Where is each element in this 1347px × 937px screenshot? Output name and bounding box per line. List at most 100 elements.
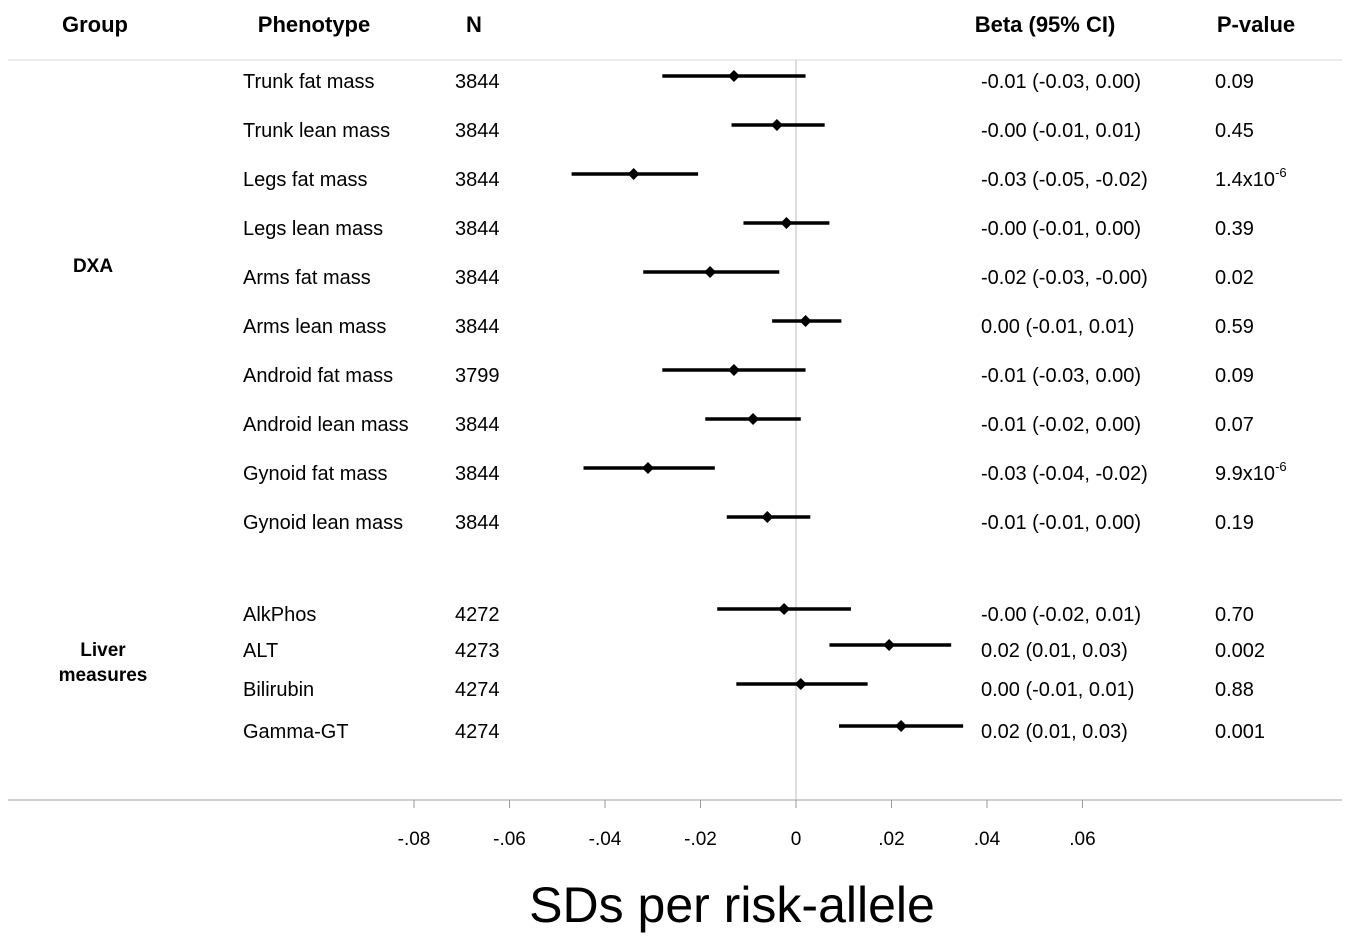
phenotype-label: Android lean mass — [243, 414, 409, 436]
p-value: 0.19 — [1215, 512, 1254, 534]
forest-rows: Trunk fat mass 3844 -0.01 (-0.03, 0.00) 0.0… — [243, 70, 1287, 743]
forest-row: Trunk lean mass 3844 -0.00 (-0.01, 0.01) 0.… — [243, 119, 1254, 142]
forest-row: Legs fat mass 3844 -0.03 (-0.05, -0.02) 1.4… — [243, 165, 1287, 191]
p-value: 0.001 — [1215, 721, 1265, 743]
beta-ci-text: -0.00 (-0.01, 0.00) — [981, 218, 1141, 240]
forest-row: Android fat mass 3799 -0.01 (-0.03, 0.00) 0… — [243, 364, 1254, 387]
beta-ci-text: 0.00 (-0.01, 0.01) — [981, 316, 1134, 338]
forest-row: Gamma-GT 4274 0.02 (0.01, 0.03) 0.001 — [243, 720, 1265, 743]
phenotype-label: Gynoid fat mass — [243, 463, 388, 485]
n-value: 3844 — [455, 120, 500, 142]
x-tick-label: -.06 — [493, 829, 526, 850]
p-value: 0.45 — [1215, 120, 1254, 142]
beta-ci-text: -0.01 (-0.01, 0.00) — [981, 512, 1141, 534]
point-estimate-marker — [895, 720, 908, 732]
phenotype-label: Trunk fat mass — [243, 71, 375, 93]
phenotype-label: ALT — [243, 640, 278, 662]
point-estimate-marker — [704, 266, 717, 278]
p-value-exponent: -6 — [1275, 165, 1287, 180]
n-value: 4273 — [455, 640, 500, 662]
phenotype-label: Android fat mass — [243, 365, 393, 387]
beta-ci-text: -0.01 (-0.02, 0.00) — [981, 414, 1141, 436]
point-estimate-marker — [747, 413, 760, 425]
beta-ci-text: -0.02 (-0.03, -0.00) — [981, 267, 1148, 289]
forest-row: Trunk fat mass 3844 -0.01 (-0.03, 0.00) 0.0… — [243, 70, 1254, 93]
forest-row: Android lean mass 3844 -0.01 (-0.02, 0.00)… — [243, 413, 1254, 436]
beta-ci-text: 0.02 (0.01, 0.03) — [981, 721, 1128, 743]
point-estimate-marker — [794, 678, 807, 690]
point-estimate-marker — [761, 511, 774, 523]
p-value: 1.4x10-6 — [1215, 165, 1287, 191]
p-value: 0.002 — [1215, 640, 1265, 662]
beta-ci-text: -0.01 (-0.03, 0.00) — [981, 71, 1141, 93]
point-estimate-marker — [627, 168, 640, 180]
point-estimate-marker — [641, 462, 654, 474]
p-value: 0.59 — [1215, 316, 1254, 338]
x-tick-label: .02 — [878, 829, 904, 850]
n-value: 3799 — [455, 365, 500, 387]
n-value: 3844 — [455, 414, 500, 436]
n-value: 4274 — [455, 721, 500, 743]
point-estimate-marker — [778, 603, 791, 615]
group-label: DXA — [73, 256, 113, 277]
p-value-exponent: -6 — [1275, 459, 1287, 474]
forest-row: Arms fat mass 3844 -0.02 (-0.03, -0.00) 0.0… — [243, 266, 1254, 289]
point-estimate-marker — [727, 364, 740, 376]
beta-ci-text: -0.03 (-0.05, -0.02) — [981, 169, 1148, 191]
phenotype-label: Arms lean mass — [243, 316, 386, 338]
p-value: 0.88 — [1215, 679, 1254, 701]
point-estimate-marker — [770, 119, 783, 131]
x-tick-label: .06 — [1069, 829, 1095, 850]
p-value: 0.09 — [1215, 365, 1254, 387]
n-value: 3844 — [455, 463, 500, 485]
point-estimate-marker — [799, 315, 812, 327]
group-labels: DXA Liver measures — [59, 256, 148, 686]
beta-ci-text: 0.00 (-0.01, 0.01) — [981, 679, 1134, 701]
phenotype-label: Trunk lean mass — [243, 120, 390, 142]
p-value: 0.02 — [1215, 267, 1254, 289]
point-estimate-marker — [780, 217, 793, 229]
group-label: measures — [59, 665, 148, 686]
x-tick-label: -.08 — [398, 829, 431, 850]
n-value: 3844 — [455, 71, 500, 93]
x-tick-label: -.02 — [684, 829, 717, 850]
phenotype-label: Legs fat mass — [243, 169, 368, 191]
header-group: Group — [62, 12, 128, 37]
group-label: Liver — [80, 640, 126, 661]
x-tick-label: .04 — [974, 829, 1001, 850]
header-n: N — [466, 12, 482, 37]
beta-ci-text: -0.00 (-0.01, 0.01) — [981, 120, 1141, 142]
p-value: 9.9x10-6 — [1215, 459, 1287, 485]
p-value: 0.70 — [1215, 604, 1254, 626]
phenotype-label: Gynoid lean mass — [243, 512, 403, 534]
beta-ci-text: -0.03 (-0.04, -0.02) — [981, 463, 1148, 485]
x-axis-ticks: -.08 -.06 -.04 -.02 0 .02 .04 .06 — [398, 800, 1096, 850]
header-pvalue: P-value — [1217, 12, 1295, 37]
beta-ci-text: -0.01 (-0.03, 0.00) — [981, 365, 1141, 387]
phenotype-label: AlkPhos — [243, 604, 316, 626]
n-value: 3844 — [455, 218, 500, 240]
n-value: 3844 — [455, 267, 500, 289]
x-tick-label: 0 — [791, 829, 802, 850]
p-value: 0.39 — [1215, 218, 1254, 240]
forest-row: Bilirubin 4274 0.00 (-0.01, 0.01) 0.88 — [243, 678, 1254, 701]
forest-row: AlkPhos 4272 -0.00 (-0.02, 0.01) 0.70 — [243, 603, 1254, 626]
header-phenotype: Phenotype — [258, 12, 370, 37]
n-value: 4274 — [455, 679, 500, 701]
phenotype-label: Legs lean mass — [243, 218, 383, 240]
n-value: 3844 — [455, 316, 500, 338]
p-value: 0.07 — [1215, 414, 1254, 436]
phenotype-label: Arms fat mass — [243, 267, 371, 289]
point-estimate-marker — [727, 70, 740, 82]
phenotype-label: Bilirubin — [243, 679, 314, 701]
n-value: 3844 — [455, 169, 500, 191]
beta-ci-text: 0.02 (0.01, 0.03) — [981, 640, 1128, 662]
p-value: 0.09 — [1215, 71, 1254, 93]
x-tick-label: -.04 — [589, 829, 622, 850]
n-value: 4272 — [455, 604, 500, 626]
forest-row: Arms lean mass 3844 0.00 (-0.01, 0.01) 0.59 — [243, 315, 1254, 338]
forest-row: Legs lean mass 3844 -0.00 (-0.01, 0.00) 0.3… — [243, 217, 1254, 240]
point-estimate-marker — [883, 639, 896, 651]
header-beta-ci: Beta (95% CI) — [975, 12, 1116, 37]
